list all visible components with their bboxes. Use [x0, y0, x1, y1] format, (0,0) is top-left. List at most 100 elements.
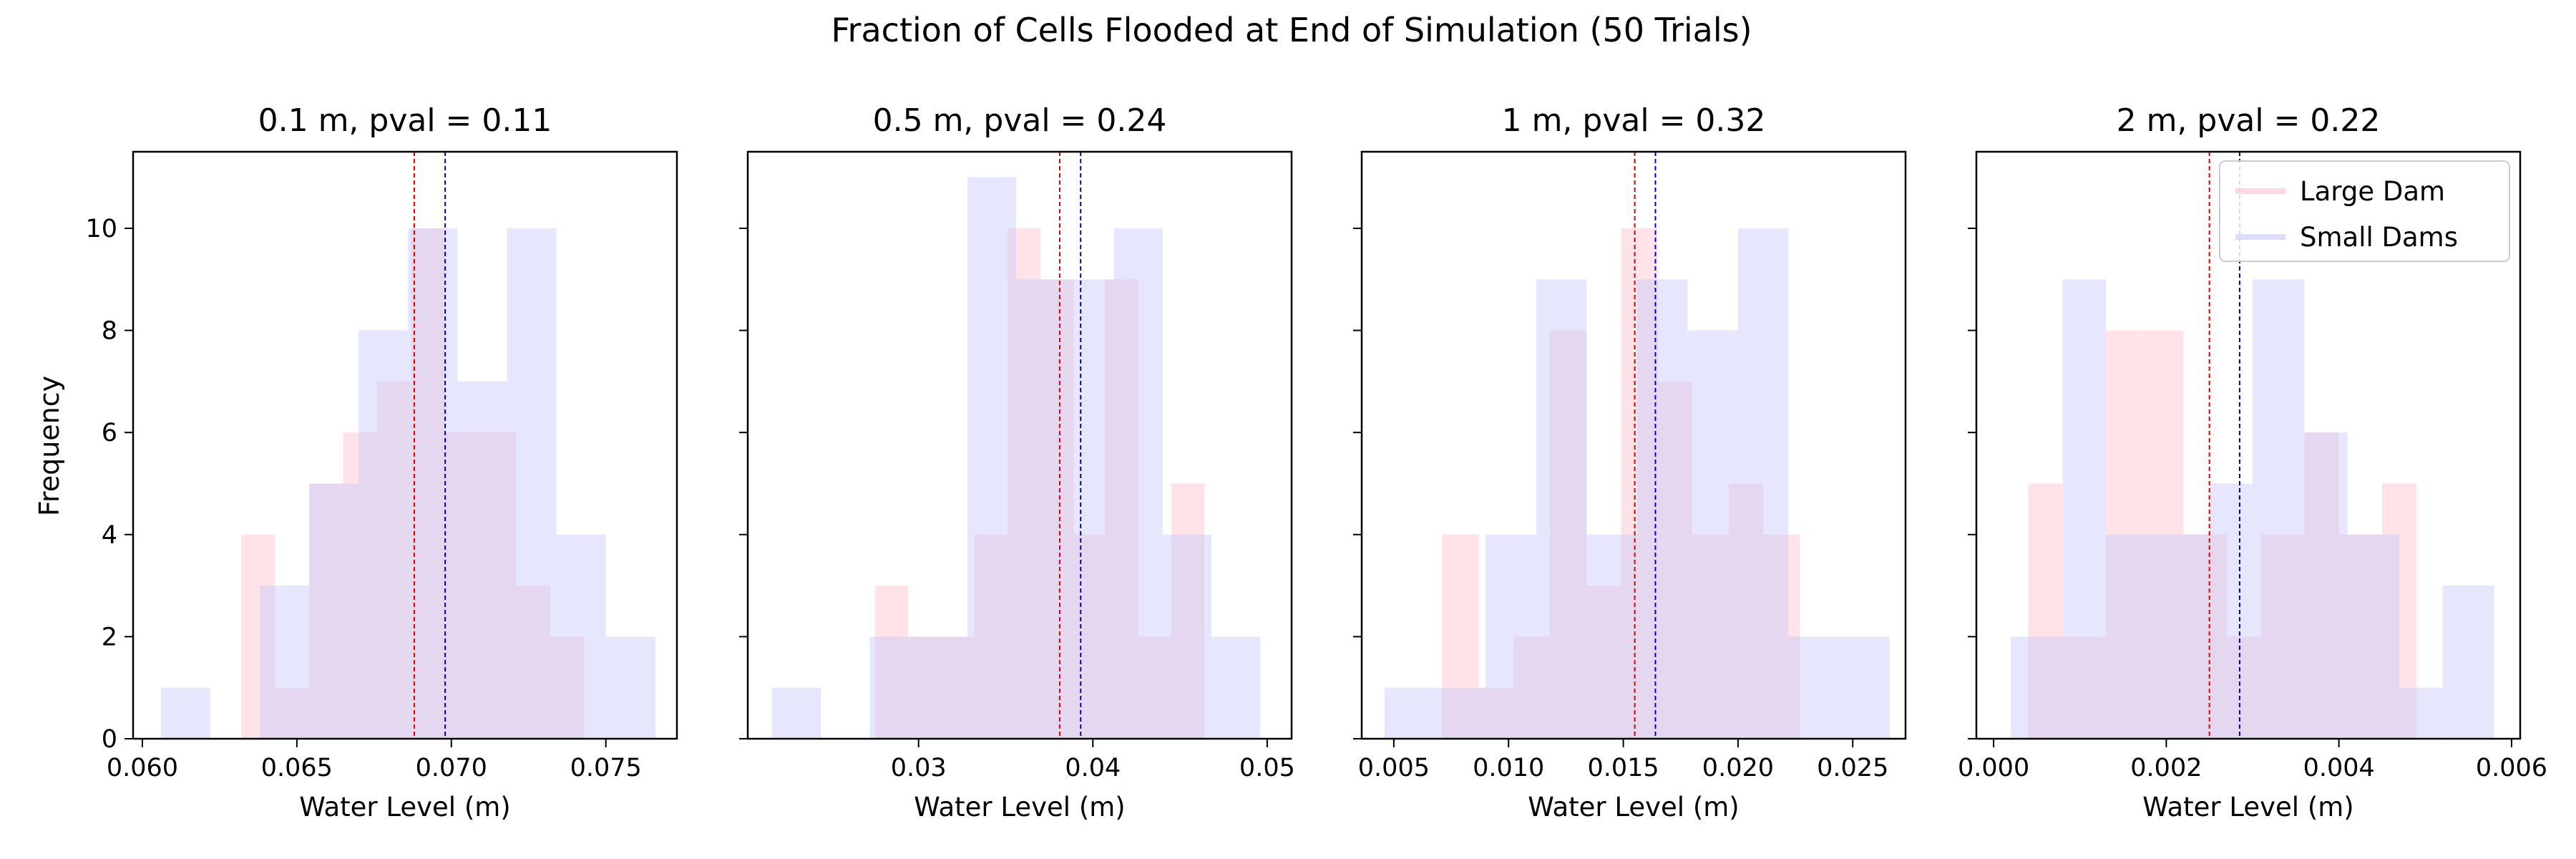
histogram-bar	[918, 636, 967, 739]
histogram-bar	[1729, 483, 1764, 739]
legend: Large Dam Small Dams	[2219, 160, 2510, 262]
axes-frame	[1975, 150, 2522, 740]
legend-box	[2219, 160, 2510, 262]
histogram-bar	[1737, 228, 1789, 739]
histogram-bar	[1040, 279, 1074, 739]
histogram-bar	[2253, 279, 2305, 739]
histogram-bar	[1478, 687, 1513, 739]
x-tick-label: 0.025	[1817, 754, 1888, 782]
histogram-bar	[2304, 432, 2339, 739]
histogram-bar	[343, 432, 378, 739]
histogram-bar	[605, 636, 655, 739]
panel-3: 0.005 0.010 0.015 0.020 0.025 1 m, pval = 0.3…	[1353, 102, 1907, 822]
x-axis-label: Water Level (m)	[2142, 792, 2353, 822]
x-tick-label: 0.015	[1587, 754, 1659, 782]
histogram-bar	[1442, 534, 1479, 739]
panel-title: 0.1 m, pval = 0.11	[258, 102, 552, 139]
histogram-bar	[457, 381, 507, 739]
histogram-bar	[1839, 636, 1890, 739]
histogram-bar	[2028, 483, 2063, 739]
panel-title: 0.5 m, pval = 0.24	[873, 102, 1167, 139]
histogram-bar	[2105, 330, 2141, 739]
histogram-bar	[1657, 381, 1692, 739]
x-tick-label: 0.070	[416, 754, 487, 782]
histogram-bar	[2209, 483, 2253, 739]
histogram-bar	[358, 330, 409, 739]
axes-frame	[1360, 150, 1907, 740]
histogram-bar	[1065, 279, 1114, 739]
histogram-bar	[275, 687, 310, 739]
histogram-bar	[1211, 636, 1261, 739]
x-tick-label: 0.002	[2130, 754, 2202, 782]
histogram-bar	[974, 534, 1008, 739]
histogram-bar	[2140, 330, 2184, 739]
histogram-bar	[1162, 534, 1211, 739]
axes-frame	[132, 150, 678, 740]
histogram-bar	[874, 586, 909, 739]
histogram-bar	[507, 228, 557, 739]
histogram-bar	[941, 636, 975, 739]
x-tick-label: 0.006	[2476, 754, 2547, 782]
histogram-bar	[1586, 534, 1637, 739]
histogram-bar	[2011, 636, 2063, 739]
panel-2: 0.03 0.04 0.05 0.5 m, pval = 0.24 Water Leve…	[739, 102, 1295, 822]
panel-1: 0.060 0.065 0.070 0.075 0 2 4 6 8 10 0.1 m, pval =…	[85, 102, 678, 822]
legend-label: Small Dams	[2300, 222, 2458, 253]
histogram-bar	[1763, 534, 1800, 739]
histogram-bar	[2062, 636, 2106, 739]
histogram-bar	[2183, 534, 2227, 739]
y-tick-label: 8	[102, 317, 117, 346]
axes-frame	[746, 150, 1293, 740]
histogram-bar	[1788, 636, 1840, 739]
x-tick-label: 0.04	[1065, 754, 1121, 782]
histogram-bar	[411, 228, 446, 739]
histogram-bar	[1171, 483, 1205, 739]
legend-label: Large Dam	[2300, 176, 2445, 207]
x-tick-label: 0.03	[891, 754, 947, 782]
histogram-bar	[1636, 279, 1688, 739]
histogram-bar	[1435, 687, 1486, 739]
histogram-bar	[1007, 228, 1041, 739]
x-axis-label: Water Level (m)	[299, 792, 510, 822]
panel-4: 0.000 0.002 0.004 0.006 2 m, pval = 0.22 Wate…	[1958, 102, 2547, 822]
histogram-bar	[408, 228, 458, 739]
x-axis-label: Water Level (m)	[1528, 792, 1739, 822]
histogram-bar	[550, 636, 585, 739]
histogram-bar	[1692, 534, 1729, 739]
y-axis-label: Frequency	[34, 376, 65, 516]
y-tick-label: 6	[102, 419, 117, 447]
histogram-bar	[1138, 636, 1171, 739]
histogram-bar	[1621, 228, 1658, 739]
panel-title: 2 m, pval = 0.22	[2117, 102, 2381, 139]
histogram-bar	[2062, 279, 2106, 739]
y-tick-label: 2	[102, 623, 117, 651]
x-tick-label: 0.005	[1358, 754, 1430, 782]
x-tick-label: 0.010	[1473, 754, 1544, 782]
y-tick-label: 0	[102, 725, 117, 754]
x-tick-label: 0.004	[2303, 754, 2375, 782]
histogram-bar	[2105, 534, 2158, 739]
y-tick-label: 4	[102, 521, 117, 550]
histogram-bar	[377, 381, 411, 739]
histogram-bar	[2226, 636, 2262, 739]
x-tick-label: 0.000	[1958, 754, 2029, 782]
histogram-bar	[2442, 586, 2494, 739]
x-axis-label: Water Level (m)	[914, 792, 1125, 822]
panels: 0.060 0.065 0.070 0.075 0 2 4 6 8 10 0.1 m, pval =…	[85, 102, 2547, 822]
x-tick-label: 0.065	[261, 754, 333, 782]
histogram-bar	[2304, 432, 2348, 739]
histogram-bar	[2399, 687, 2443, 739]
histogram-bar	[2261, 534, 2305, 739]
histogram-bar	[967, 177, 1017, 739]
histogram-bar	[1385, 687, 1435, 739]
histogram-bar	[1016, 279, 1065, 739]
histogram-bar	[772, 687, 821, 739]
histogram-bar	[1549, 330, 1587, 739]
histogram-bar	[309, 483, 359, 739]
histogram-bar	[1687, 330, 1738, 739]
histogram-bar	[908, 636, 942, 739]
histogram-bar	[1485, 534, 1536, 739]
histogram-bar	[2157, 534, 2210, 739]
histogram-bar	[241, 534, 275, 739]
